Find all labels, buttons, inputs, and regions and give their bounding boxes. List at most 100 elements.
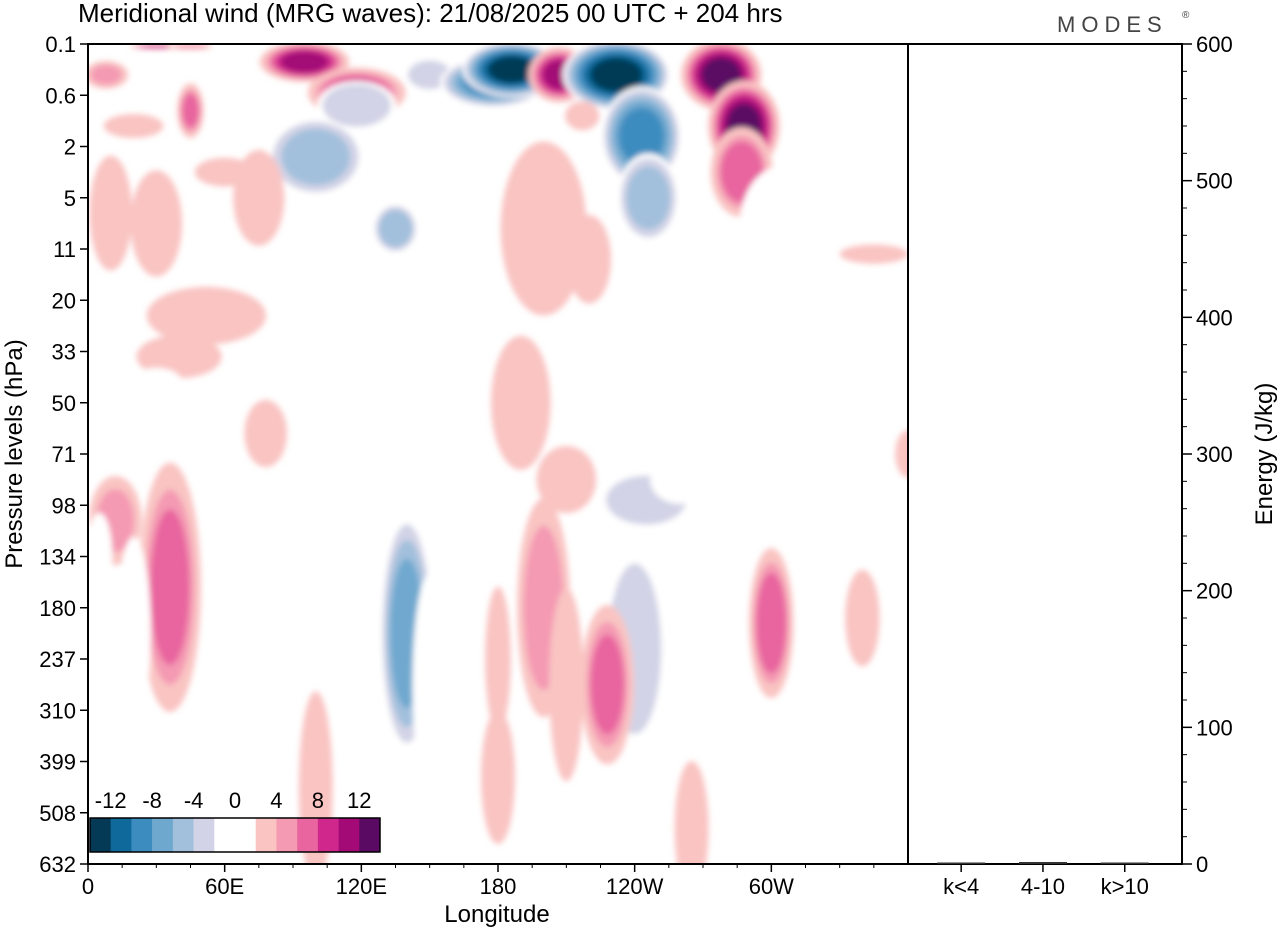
contour-level bbox=[334, 298, 412, 405]
energy-axis: 0 100 200 300 400 500 600 bbox=[1182, 32, 1233, 877]
contour-level bbox=[549, 588, 584, 782]
colorbar-swatch bbox=[193, 818, 215, 852]
colorbar-swatch bbox=[317, 818, 339, 852]
y-tick-label: 399 bbox=[39, 750, 76, 775]
wind-anomaly-feature bbox=[373, 203, 418, 254]
wind-anomaly-feature bbox=[562, 44, 671, 111]
wind-anomaly-feature bbox=[89, 155, 133, 271]
contour-level bbox=[704, 352, 748, 392]
x-tick-label: 120E bbox=[336, 874, 387, 899]
wind-anomaly-feature bbox=[481, 709, 515, 845]
y-axis-label: Pressure levels (hPa) bbox=[1, 339, 28, 568]
contour-level bbox=[570, 220, 609, 298]
contour-level bbox=[701, 57, 741, 92]
contour-level bbox=[139, 45, 173, 49]
wind-anomaly-feature bbox=[334, 298, 412, 405]
contour-level bbox=[481, 709, 515, 845]
contour-level bbox=[626, 166, 671, 230]
wind-anomaly-feature bbox=[839, 244, 908, 264]
wind-anomaly-feature bbox=[130, 170, 183, 277]
wind-anomaly-feature bbox=[852, 179, 896, 237]
wind-anomaly-feature bbox=[344, 498, 379, 615]
y-tick-label: 11 bbox=[53, 237, 76, 262]
wind-anomaly-feature bbox=[567, 214, 611, 304]
contour-level bbox=[344, 498, 379, 615]
contour-level bbox=[491, 335, 551, 470]
heatmap-field bbox=[88, 44, 908, 864]
energy-bars: k<4 4-10 k>10 bbox=[937, 862, 1149, 899]
contour-level bbox=[487, 56, 536, 83]
energy-tick-label: 300 bbox=[1196, 442, 1233, 467]
wind-anomaly-feature bbox=[116, 536, 151, 731]
energy-tick-label: 500 bbox=[1196, 169, 1233, 194]
colorbar-tick-label: 8 bbox=[312, 788, 324, 813]
wind-anomaly-feature bbox=[879, 468, 908, 594]
contour-level bbox=[281, 128, 350, 185]
wind-anomaly-feature bbox=[88, 513, 113, 600]
contour-level bbox=[103, 114, 164, 138]
contour-level bbox=[116, 536, 151, 731]
contour-level bbox=[244, 399, 287, 468]
y-tick-label: 98 bbox=[52, 493, 76, 518]
contour-level bbox=[136, 335, 222, 379]
wind-anomaly-feature bbox=[565, 101, 600, 131]
contour-level bbox=[868, 765, 903, 864]
wind-anomaly-feature bbox=[267, 117, 365, 197]
wind-anomaly-feature bbox=[845, 569, 880, 667]
wind-anomaly-feature bbox=[462, 44, 561, 98]
contour-level bbox=[241, 489, 276, 778]
energy-tick-label: 600 bbox=[1196, 32, 1233, 57]
colorbar-labels: -12 -8 -4 0 4 8 12 bbox=[95, 788, 372, 813]
x-tick-label: 180 bbox=[480, 874, 517, 899]
contour-level bbox=[378, 209, 413, 248]
y-axis: 0.1 0.6 2 5 11 20 33 50 71 98 134 180 237 310 399 508 63… bbox=[39, 32, 88, 877]
contour-level bbox=[839, 244, 908, 264]
wind-anomaly-feature bbox=[617, 153, 680, 243]
wind-anomaly-feature bbox=[244, 399, 287, 468]
wind-anomaly-feature bbox=[485, 586, 511, 732]
wind-anomaly-feature bbox=[233, 149, 285, 246]
contour-level bbox=[130, 170, 183, 277]
wind-anomaly-feature bbox=[283, 297, 326, 355]
y-tick-label: 0.6 bbox=[45, 83, 76, 108]
wind-anomaly-feature bbox=[129, 44, 184, 50]
energy-tick-label: 200 bbox=[1196, 579, 1233, 604]
wind-anomaly-feature bbox=[895, 430, 908, 478]
wind-anomaly-feature bbox=[740, 165, 826, 281]
wind-anomaly-feature bbox=[259, 44, 350, 82]
colorbar-tick-label: -8 bbox=[142, 788, 162, 813]
wind-anomaly-feature bbox=[868, 765, 903, 864]
contour-level bbox=[182, 93, 199, 128]
y-tick-label: 20 bbox=[52, 288, 76, 313]
wind-anomaly-feature bbox=[412, 573, 447, 796]
contour-level bbox=[412, 573, 447, 796]
y-tick-label: 237 bbox=[39, 647, 76, 672]
contour-level bbox=[756, 572, 787, 674]
x-axis-label: Longitude bbox=[444, 901, 549, 928]
energy-category-label: k>10 bbox=[1101, 874, 1149, 899]
energy-panel-frame bbox=[907, 43, 1183, 865]
wind-anomaly-feature bbox=[674, 761, 709, 864]
contour-level bbox=[712, 588, 739, 782]
colorbar-swatch bbox=[131, 818, 153, 852]
energy-category-label: k<4 bbox=[943, 874, 979, 899]
contour-level bbox=[845, 569, 880, 667]
contour-level bbox=[130, 367, 182, 397]
contour-level bbox=[590, 57, 643, 92]
wind-anomaly-feature bbox=[704, 352, 748, 392]
energy-bar bbox=[1100, 862, 1149, 864]
wind-anomaly-feature bbox=[317, 80, 397, 131]
colorbar-swatch bbox=[172, 818, 194, 852]
wind-anomaly-feature bbox=[139, 462, 201, 712]
contour-level bbox=[281, 51, 328, 73]
y-tick-label: 508 bbox=[39, 801, 76, 826]
contour-level bbox=[795, 632, 839, 768]
wind-anomaly-feature bbox=[500, 141, 587, 316]
x-axis: 0 60E 120E 180 120W 60W bbox=[82, 864, 875, 899]
y-tick-label: 5 bbox=[64, 186, 76, 211]
colorbar-swatch bbox=[255, 818, 277, 852]
colorbar-swatch bbox=[235, 818, 257, 852]
contour-level bbox=[89, 155, 133, 271]
wind-anomaly-feature bbox=[491, 335, 551, 470]
